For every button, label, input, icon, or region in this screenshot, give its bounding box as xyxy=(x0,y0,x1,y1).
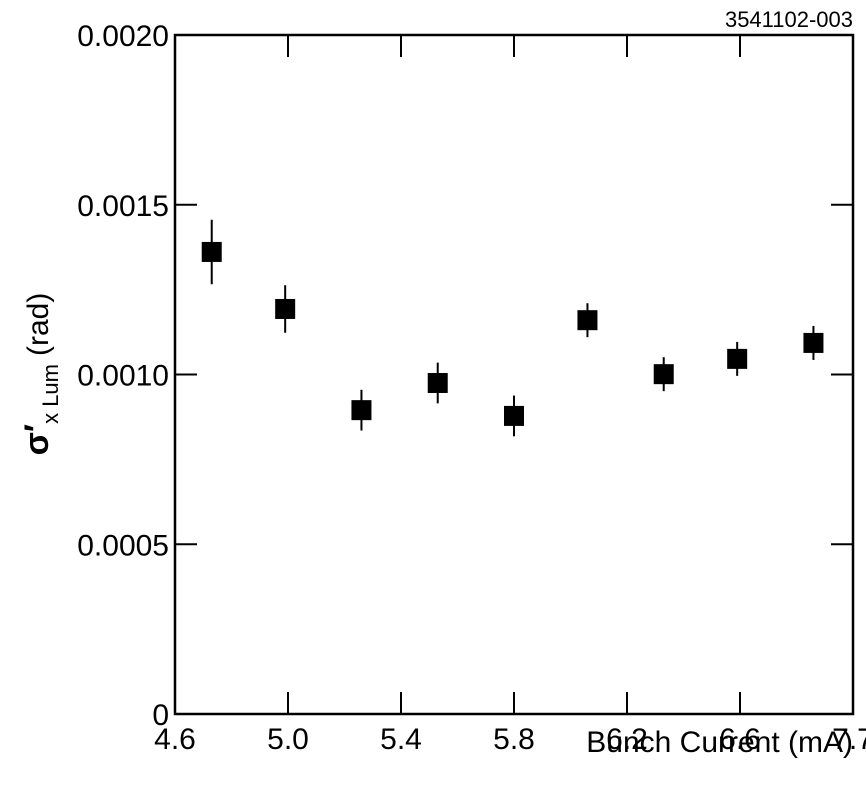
x-axis-title: Bunch Current (mA) xyxy=(586,726,853,759)
y-tick-label: 0.0010 xyxy=(77,360,169,393)
marker xyxy=(653,364,674,385)
x-tick-label: 5.4 xyxy=(380,723,422,756)
x-tick-label: 5.8 xyxy=(493,723,535,756)
marker xyxy=(504,405,524,426)
y-axis-title: σ′x Lum (rad) xyxy=(18,293,63,456)
y-tick-label: 0 xyxy=(152,699,169,732)
x-tick-label: 4.6 xyxy=(154,723,196,756)
y-tick-label: 0.0005 xyxy=(77,529,169,562)
x-tick-label: 7.7 xyxy=(832,723,866,756)
y-tick-label: 0.0020 xyxy=(77,20,169,53)
annotation: 3541102-003 xyxy=(725,7,853,32)
marker xyxy=(727,348,748,369)
y-title-unit: (rad) xyxy=(22,293,55,356)
y-title-subscript: x Lum xyxy=(38,364,63,424)
marker xyxy=(577,310,598,331)
marker xyxy=(351,400,372,421)
x-tick-label: 6.2 xyxy=(606,723,648,756)
marker xyxy=(803,332,824,353)
marker xyxy=(275,298,296,319)
x-tick-label: 5.0 xyxy=(267,723,309,756)
x-tick-label: 6.6 xyxy=(719,723,761,756)
marker xyxy=(201,241,222,262)
marker xyxy=(427,372,448,393)
y-tick-label: 0.0015 xyxy=(77,190,169,223)
y-title-symbol: σ′ xyxy=(18,424,56,455)
plot-frame xyxy=(173,33,855,716)
